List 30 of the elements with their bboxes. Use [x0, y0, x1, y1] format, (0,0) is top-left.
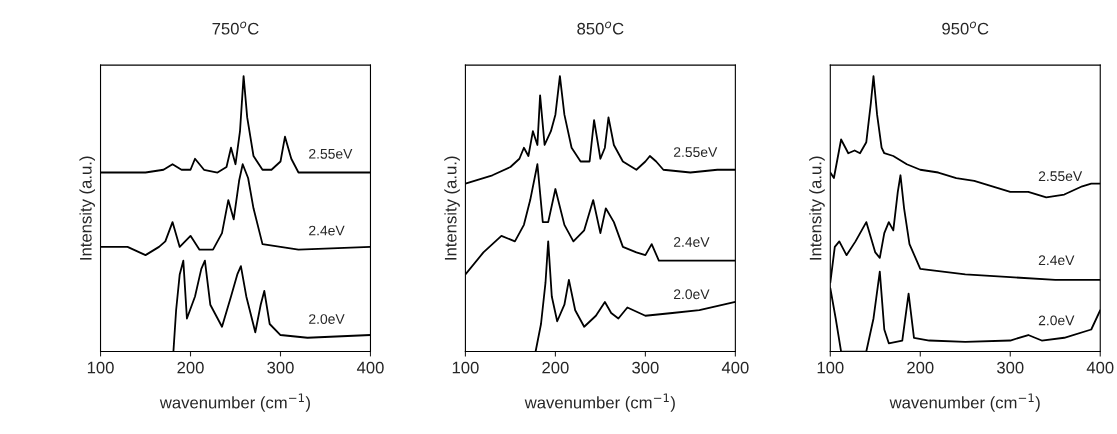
x-axis-title: wavenumber (cm$^{−1}$)	[889, 393, 1040, 412]
x-tick-label: 300	[632, 361, 659, 374]
x-axis-title: wavenumber (cm$^{−1}$)	[524, 393, 675, 412]
x-tick-label: 200	[542, 361, 569, 374]
x-tick-label: 300	[997, 361, 1024, 374]
x-tick-label: 400	[356, 361, 384, 374]
chart-title: 850$^{o}$C	[577, 21, 624, 35]
series-label: 2.55eV	[309, 148, 353, 159]
series-label: 2.4eV	[1038, 255, 1075, 266]
series-label: 2.4eV	[673, 237, 710, 247]
x-tick-label: 200	[177, 361, 204, 374]
chart-title: 750$^{o}$C	[212, 21, 259, 35]
x-tick-label: 200	[907, 361, 934, 374]
series-label: 2.0eV	[1038, 315, 1075, 326]
y-axis-title: Intensity (a.u.)	[809, 156, 825, 260]
x-tick-label: 100	[87, 361, 114, 374]
series-label: 2.55eV	[673, 147, 718, 158]
x-tick-label: 400	[1086, 361, 1114, 374]
series-label: 2.4eV	[309, 225, 345, 236]
series-label: 2.55eV	[1038, 171, 1083, 182]
y-axis-title: Intensity (a.u.)	[79, 156, 95, 260]
x-tick-label: 100	[452, 361, 479, 374]
x-tick-label: 300	[267, 361, 294, 374]
y-axis-title: Intensity (a.u.)	[444, 156, 460, 260]
chart-title: 950$^{o}$C	[942, 21, 989, 35]
series-label: 2.0eV	[673, 289, 710, 300]
x-tick-label: 100	[817, 361, 844, 374]
x-tick-label: 400	[721, 361, 749, 374]
series-label: 2.0eV	[309, 314, 345, 324]
x-axis-title: wavenumber (cm$^{−1}$)	[159, 393, 310, 412]
